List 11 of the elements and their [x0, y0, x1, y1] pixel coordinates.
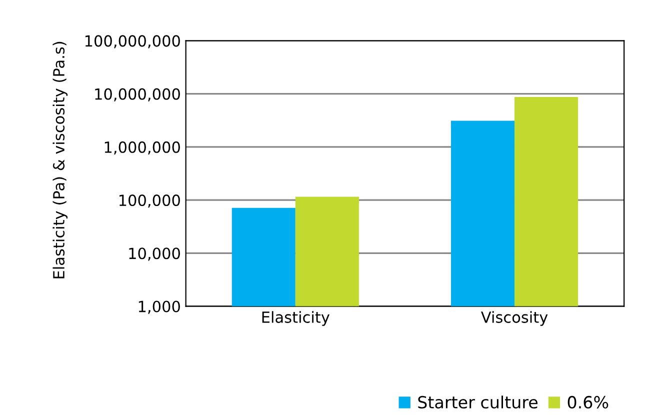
- y-tick-label: 10,000,000: [95, 88, 180, 102]
- x-tick-label: Viscosity: [480, 311, 548, 326]
- legend-label: 0.6%: [568, 396, 608, 409]
- y-tick-label: 1,000,000: [104, 141, 180, 154]
- y-tick-label: 1,000: [138, 300, 180, 314]
- y-tick-label: 100,000: [119, 194, 180, 208]
- y-axis-title: Elasticity (Pa) & viscosity (Pa.s): [52, 42, 68, 278]
- x-tick-label: Elasticity: [262, 311, 330, 326]
- legend-label: Starter culture: [418, 396, 538, 409]
- y-tick-label: 10,000: [129, 248, 180, 261]
- y-tick-label: 100,000,000: [85, 35, 180, 48]
